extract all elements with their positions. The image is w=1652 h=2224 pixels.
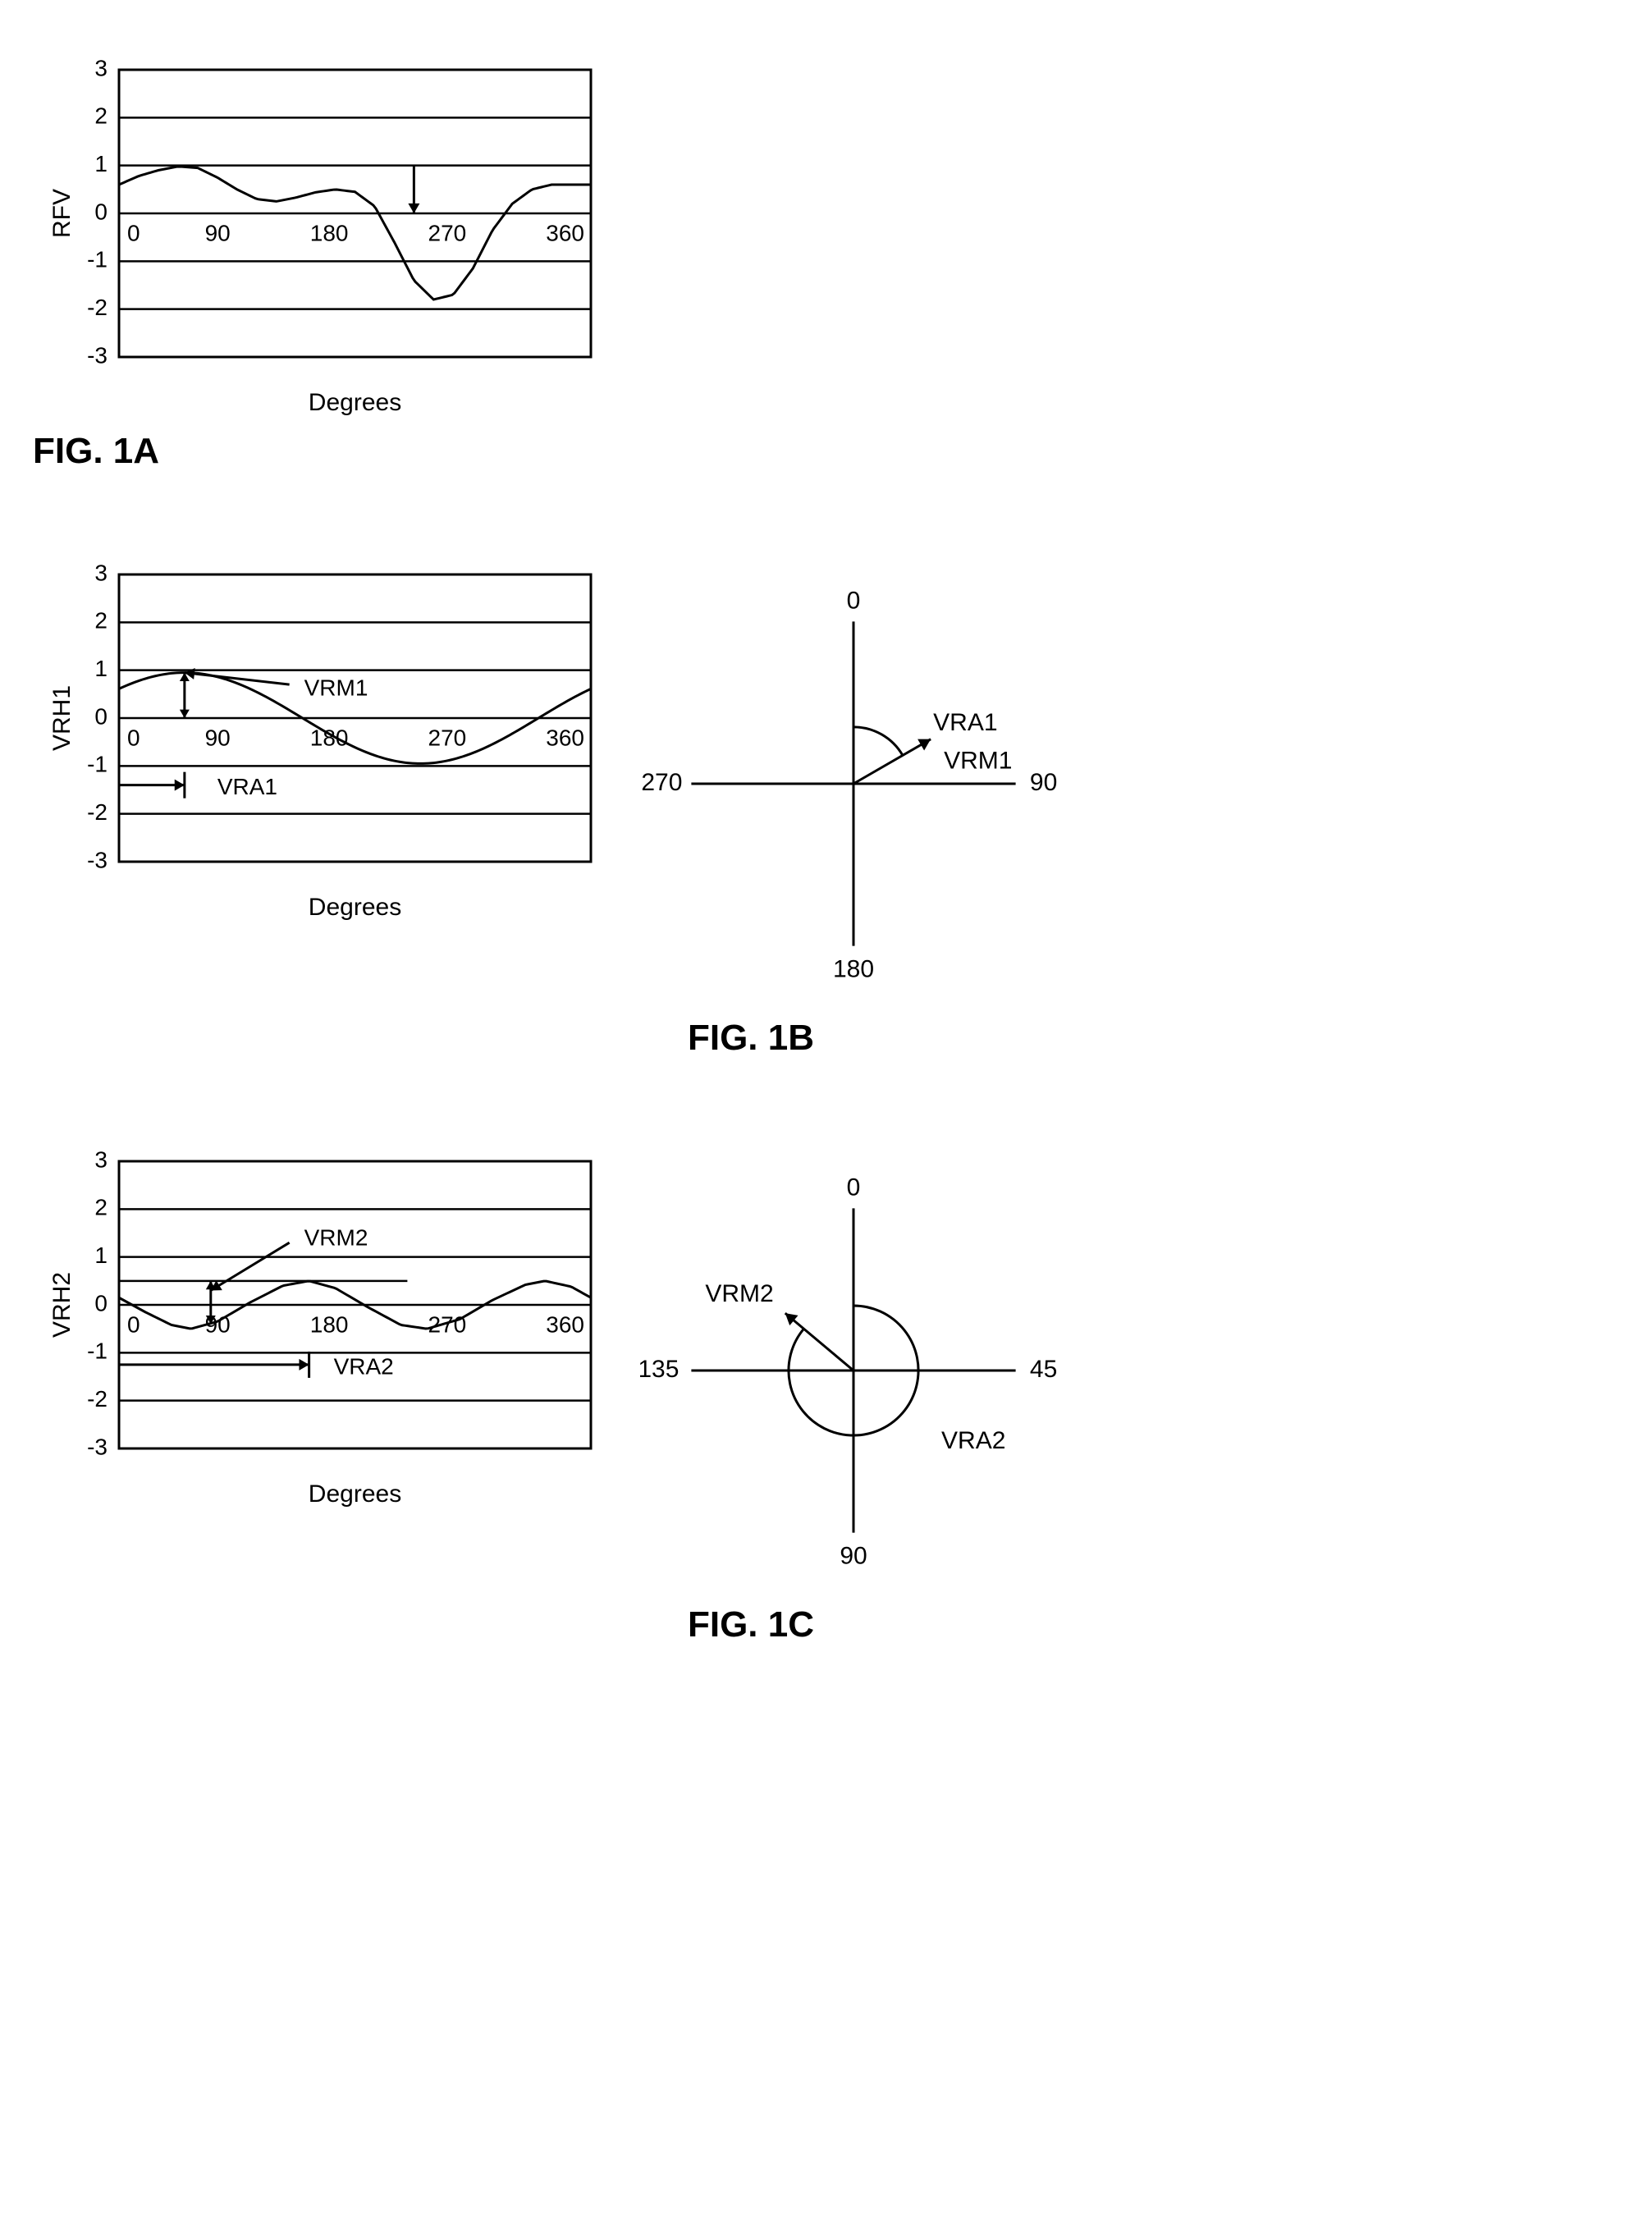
- svg-text:-3: -3: [87, 342, 108, 368]
- svg-text:0: 0: [847, 587, 861, 614]
- svg-text:-2: -2: [87, 1386, 108, 1412]
- figure-1a-row: -3 -2 -1 0 1 2 3 0 90 180 270 360 RFV Degrees FIG. 1A: [33, 49, 1619, 472]
- svg-text:1: 1: [94, 151, 108, 176]
- svg-text:270: 270: [428, 220, 467, 245]
- svg-text:-1: -1: [87, 752, 108, 777]
- svg-text:-3: -3: [87, 1434, 108, 1459]
- chart-1c-wrap: -3-2-10123090180270360VRH2DegreesVRM2VRA…: [33, 1141, 607, 1514]
- svg-text:VRM1: VRM1: [304, 675, 368, 701]
- svg-text:Degrees: Degrees: [309, 1480, 401, 1508]
- svg-text:45: 45: [1030, 1356, 1057, 1383]
- svg-text:VRH2: VRH2: [48, 1272, 76, 1338]
- svg-text:1: 1: [94, 1242, 108, 1268]
- svg-text:180: 180: [310, 220, 349, 245]
- svg-text:0: 0: [127, 725, 140, 750]
- svg-text:2: 2: [94, 1195, 108, 1220]
- svg-text:0: 0: [94, 703, 108, 729]
- figure-1c-row: -3 -2 -1 0 1 2 3 0 90 180 270 360 VRH2 Degrees VRM2 VRA…: [33, 1141, 1619, 1588]
- svg-text:-3: -3: [87, 847, 108, 872]
- svg-text:360: 360: [546, 1311, 584, 1337]
- svg-text:1: 1: [94, 656, 108, 681]
- chart-1a: -3 -2 -1 0 1 2 3 0 90 180 270 360 RFV Degrees: [33, 49, 607, 419]
- svg-text:0: 0: [127, 1311, 140, 1337]
- svg-text:180: 180: [833, 956, 874, 983]
- svg-text:VRA1: VRA1: [933, 709, 997, 736]
- svg-text:VRA1: VRA1: [217, 774, 277, 799]
- svg-text:270: 270: [641, 769, 682, 796]
- svg-text:0: 0: [127, 220, 140, 245]
- svg-text:2: 2: [94, 103, 108, 129]
- caption-1a: FIG. 1A: [33, 431, 771, 472]
- chart-1b: -3 -2 -1 0 1 2 3 0 90 180 270 360 VRH1 Degrees VRM1 VRA…: [33, 554, 607, 923]
- svg-text:90: 90: [205, 220, 231, 245]
- chart-1a-wrap: -3 -2 -1 0 1 2 3 0 90 180 270 360 RFV Degrees FIG. 1A: [33, 49, 771, 472]
- polar-1c-wrap: 0 45 90 135 VRM2 VRA2: [640, 1141, 1067, 1588]
- polar-1c: 0 45 90 135 VRM2 VRA2: [640, 1157, 1067, 1584]
- svg-text:270: 270: [428, 725, 467, 750]
- svg-text:180: 180: [310, 1311, 349, 1337]
- svg-text:-2: -2: [87, 799, 108, 825]
- svg-text:90: 90: [1030, 769, 1057, 796]
- svg-text:270: 270: [428, 1311, 467, 1337]
- svg-text:Degrees: Degrees: [309, 894, 401, 921]
- polar-1b-wrap: 0 90 180 270 VRM1 VRA1: [640, 554, 1067, 1001]
- svg-text:VRM2: VRM2: [705, 1280, 773, 1307]
- svg-text:3: 3: [94, 55, 108, 80]
- svg-text:VRH1: VRH1: [48, 685, 76, 751]
- svg-text:180: 180: [310, 725, 349, 750]
- svg-text:0: 0: [94, 199, 108, 224]
- svg-text:0: 0: [94, 1290, 108, 1316]
- polar-1b: 0 90 180 270 VRM1 VRA1: [640, 570, 1067, 997]
- svg-text:Degrees: Degrees: [309, 389, 401, 416]
- svg-text:90: 90: [840, 1543, 867, 1570]
- svg-text:RFV: RFV: [48, 189, 76, 238]
- svg-text:0: 0: [847, 1174, 861, 1201]
- chart-1c: -3-2-10123090180270360VRH2DegreesVRM2VRA…: [33, 1141, 607, 1510]
- svg-text:135: 135: [640, 1356, 679, 1383]
- svg-text:3: 3: [94, 1146, 108, 1172]
- svg-text:360: 360: [546, 220, 584, 245]
- chart-1b-wrap: -3 -2 -1 0 1 2 3 0 90 180 270 360 VRH1 Degrees VRM1 VRA…: [33, 554, 607, 927]
- figure-1b-row: -3 -2 -1 0 1 2 3 0 90 180 270 360 VRH1 Degrees VRM1 VRA…: [33, 554, 1619, 1001]
- caption-1c: FIG. 1C: [688, 1604, 814, 1645]
- svg-text:VRM2: VRM2: [304, 1225, 368, 1251]
- caption-1b: FIG. 1B: [688, 1018, 814, 1058]
- svg-text:VRM1: VRM1: [944, 748, 1012, 775]
- svg-text:90: 90: [205, 725, 231, 750]
- svg-text:3: 3: [94, 560, 108, 585]
- svg-text:VRA2: VRA2: [941, 1427, 1005, 1454]
- svg-text:360: 360: [546, 725, 584, 750]
- svg-text:-2: -2: [87, 295, 108, 320]
- svg-text:VRA2: VRA2: [334, 1353, 394, 1379]
- svg-text:-1: -1: [87, 247, 108, 272]
- svg-text:-1: -1: [87, 1339, 108, 1364]
- svg-text:2: 2: [94, 608, 108, 634]
